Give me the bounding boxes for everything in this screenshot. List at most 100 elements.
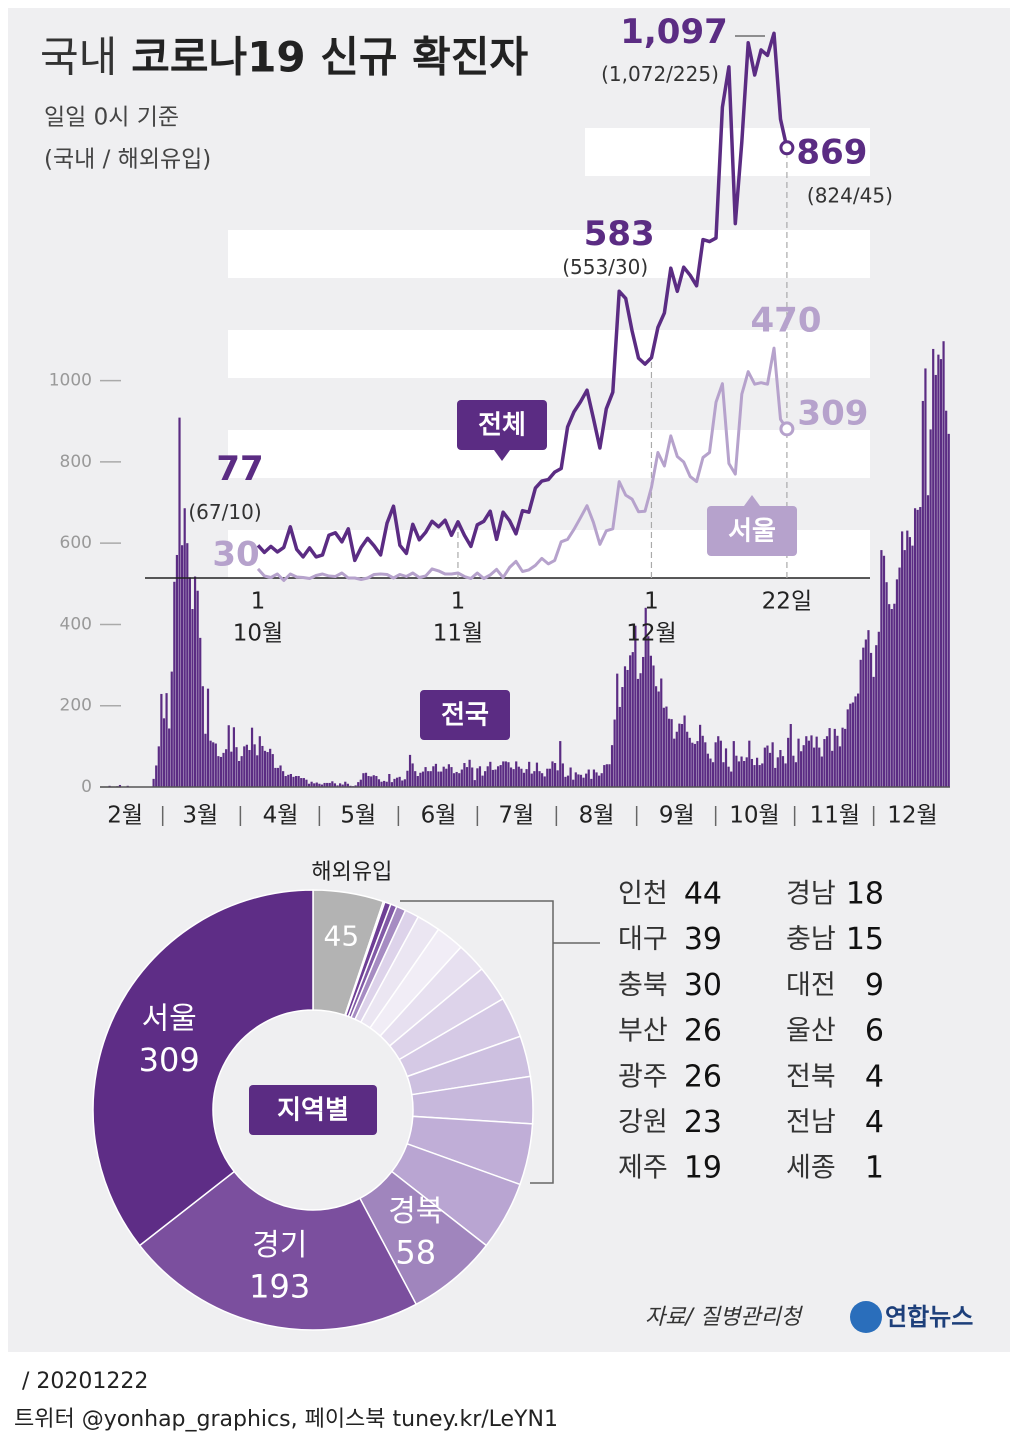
bar (623, 666, 627, 787)
bar (243, 746, 246, 787)
bar (605, 764, 608, 787)
bar (574, 772, 577, 787)
bar (688, 737, 691, 787)
bar (758, 765, 761, 787)
bar (323, 782, 326, 787)
bar (652, 665, 655, 787)
bar (561, 763, 564, 787)
bar (610, 745, 614, 787)
bar (693, 743, 697, 787)
bar (657, 691, 660, 787)
bar (230, 751, 233, 787)
bar (838, 746, 842, 787)
bar (528, 761, 531, 787)
bar (735, 755, 738, 787)
bar (199, 637, 202, 787)
value-detail: (67/10) (188, 500, 261, 524)
bar (890, 609, 893, 787)
badge-pointer (494, 450, 510, 461)
bar (937, 354, 940, 787)
bar (530, 773, 533, 787)
bar (792, 755, 795, 787)
bar (908, 537, 911, 787)
bar (932, 348, 935, 787)
bar (442, 766, 445, 787)
bar (302, 778, 305, 787)
bar (165, 693, 168, 787)
bar (812, 747, 816, 787)
bar (815, 736, 818, 787)
bracket (400, 900, 554, 1184)
bar (502, 761, 505, 787)
bar (346, 783, 349, 787)
bar (375, 776, 378, 787)
table-name: 경남 (786, 879, 836, 910)
bar (737, 761, 741, 787)
bar (722, 762, 725, 787)
bar (222, 752, 225, 787)
bar (743, 760, 746, 787)
bar (823, 739, 826, 787)
bar (913, 508, 917, 787)
donut-slice (92, 889, 314, 1247)
bar (421, 771, 425, 787)
bar (191, 609, 194, 787)
bar (157, 746, 160, 787)
bar (214, 743, 217, 787)
bar (380, 781, 383, 787)
footer-credits: 트위터 @yonhap_graphics, 페이스북 tuney.kr/LeYN… (14, 1407, 558, 1432)
bar (774, 767, 777, 787)
bar (489, 761, 492, 787)
bar (170, 671, 173, 787)
bar (919, 507, 922, 787)
bar (178, 417, 181, 787)
bar (305, 779, 308, 787)
source: 자료/ 질병관리청 (645, 1305, 804, 1330)
bar (634, 625, 637, 787)
bar (359, 779, 362, 787)
bar (227, 725, 230, 787)
bar (768, 752, 772, 787)
bar (237, 760, 241, 787)
slice-value: 45 (324, 919, 360, 952)
bar (844, 728, 847, 787)
bar (307, 783, 311, 787)
bar (877, 631, 880, 787)
x-tick-label: 4월 (263, 803, 299, 829)
bar (748, 740, 751, 787)
table-value: 9 (865, 968, 884, 1003)
bar (473, 780, 476, 787)
bar (517, 766, 520, 787)
bar (331, 781, 334, 787)
bar (779, 750, 782, 787)
bar (776, 757, 779, 787)
center-label: 지역별 (277, 1096, 349, 1126)
y-tick-label: 800 (60, 452, 92, 472)
table-value: 18 (846, 877, 884, 912)
bar (245, 744, 248, 787)
x-tick-label: 12월 (887, 803, 937, 829)
bar (292, 776, 295, 787)
x-tick-label: 3월 (182, 803, 218, 829)
bar (846, 709, 849, 787)
bar (875, 645, 878, 787)
bar (282, 771, 285, 787)
bar (370, 776, 373, 787)
bar (515, 761, 518, 787)
end-marker (779, 421, 795, 437)
value-label: 77 (216, 449, 263, 489)
bar (253, 744, 256, 787)
bar (709, 758, 712, 787)
bar (209, 740, 212, 787)
band (585, 128, 870, 176)
bar (916, 509, 919, 787)
table-name: 전남 (786, 1107, 836, 1138)
bar (256, 755, 259, 787)
x-tick-label: 11월 (810, 803, 860, 829)
bar (862, 647, 865, 787)
bar (753, 765, 756, 787)
band (228, 330, 870, 378)
bar (763, 747, 766, 787)
badge-label: 전국 (441, 701, 489, 731)
bar (419, 772, 422, 787)
